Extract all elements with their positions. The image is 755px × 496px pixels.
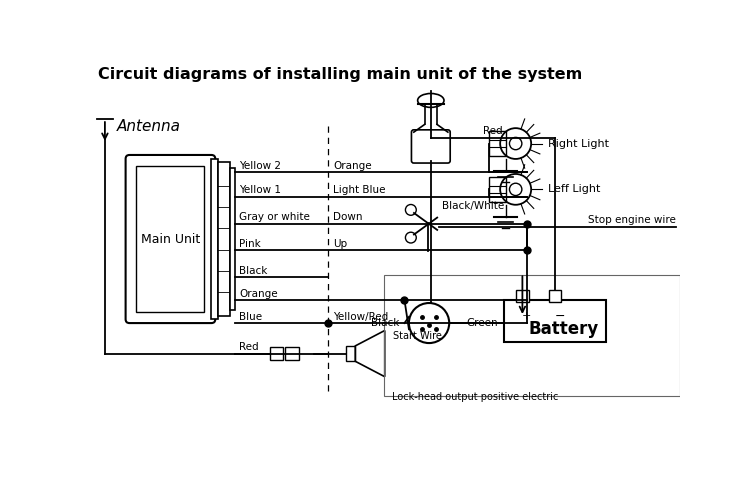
Bar (488, 131, 506, 156)
Text: Antenna: Antenna (116, 119, 180, 134)
Text: Circuit diagrams of installing main unit of the system: Circuit diagrams of installing main unit… (98, 67, 583, 82)
Bar (504, 300, 606, 342)
Bar (230, 168, 235, 310)
Text: Yellow 2: Yellow 2 (239, 161, 282, 171)
Bar (549, 290, 562, 302)
Text: Gray or white: Gray or white (239, 212, 310, 222)
Text: −: − (555, 310, 565, 322)
Text: Light Blue: Light Blue (333, 186, 386, 195)
Text: Red: Red (239, 342, 259, 352)
Bar (516, 290, 528, 302)
Text: Red: Red (483, 125, 503, 135)
Text: Green: Green (466, 318, 498, 328)
Text: Black/White: Black/White (442, 201, 504, 211)
Bar (488, 177, 506, 202)
Text: Battery: Battery (528, 320, 599, 338)
Text: Orange: Orange (333, 161, 371, 171)
Bar (137, 166, 205, 312)
Bar (285, 347, 298, 360)
Text: Black: Black (239, 266, 268, 276)
FancyBboxPatch shape (125, 155, 215, 323)
Text: Down: Down (333, 212, 362, 222)
Bar (346, 346, 356, 361)
Text: Pink: Pink (239, 239, 261, 249)
Text: Yellow 1: Yellow 1 (239, 186, 282, 195)
Bar (384, 275, 680, 396)
Text: Leff Light: Leff Light (548, 185, 600, 194)
Text: Main Unit: Main Unit (141, 233, 200, 246)
Bar (270, 347, 283, 360)
Bar (211, 159, 217, 319)
Text: Orange: Orange (239, 289, 278, 299)
Bar (217, 162, 230, 316)
Text: Up: Up (333, 239, 347, 249)
Text: Yellow/Red: Yellow/Red (333, 311, 388, 321)
Text: Start Wire: Start Wire (393, 331, 442, 341)
Text: +: + (522, 311, 532, 321)
Text: Black: Black (371, 318, 399, 328)
Text: Stop engine wire: Stop engine wire (587, 215, 676, 225)
Text: Blue: Blue (239, 311, 263, 321)
Text: Lock-head output positive electric: Lock-head output positive electric (392, 392, 558, 402)
FancyBboxPatch shape (411, 130, 450, 163)
Text: Right Light: Right Light (548, 138, 609, 148)
